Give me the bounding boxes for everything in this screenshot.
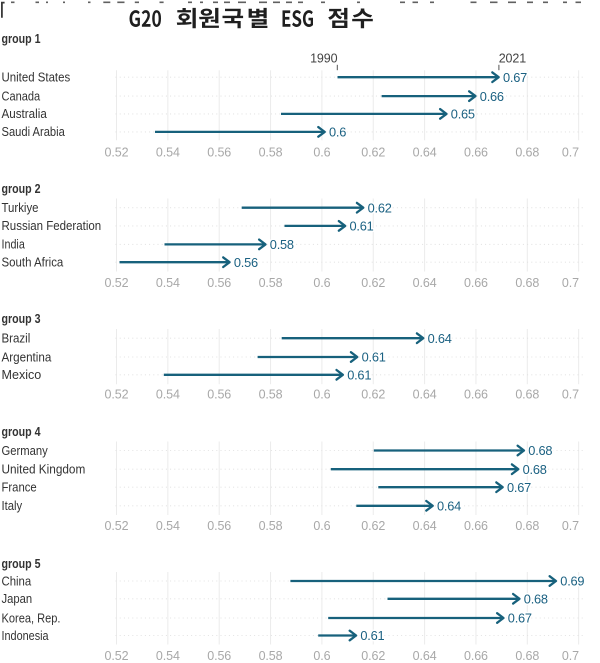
svg-text:0.7: 0.7 xyxy=(562,276,579,290)
svg-text:0.62: 0.62 xyxy=(361,649,385,663)
svg-text:Japan: Japan xyxy=(2,591,33,606)
svg-text:2021: 2021 xyxy=(499,52,527,66)
svg-text:0.61: 0.61 xyxy=(362,350,386,365)
svg-text:0.56: 0.56 xyxy=(207,388,231,402)
svg-text:0.56: 0.56 xyxy=(207,649,231,663)
svg-text:group 1: group 1 xyxy=(2,32,41,46)
svg-text:China: China xyxy=(2,573,32,588)
svg-text:0.67: 0.67 xyxy=(508,611,532,626)
svg-text:0.68: 0.68 xyxy=(524,592,548,607)
svg-text:0.6: 0.6 xyxy=(329,125,346,140)
svg-text:0.6: 0.6 xyxy=(313,276,330,290)
svg-text:0.54: 0.54 xyxy=(156,649,180,663)
svg-text:0.6: 0.6 xyxy=(313,146,330,160)
svg-text:0.62: 0.62 xyxy=(361,146,385,160)
svg-text:0.56: 0.56 xyxy=(207,146,231,160)
svg-text:0.54: 0.54 xyxy=(156,519,180,533)
svg-text:Turkiye: Turkiye xyxy=(2,200,39,215)
svg-text:0.7: 0.7 xyxy=(562,388,579,402)
svg-text:0.64: 0.64 xyxy=(413,388,437,402)
svg-text:0.6: 0.6 xyxy=(313,519,330,533)
svg-text:0.52: 0.52 xyxy=(105,146,129,160)
svg-text:0.67: 0.67 xyxy=(507,480,531,495)
svg-text:0.66: 0.66 xyxy=(464,388,488,402)
svg-text:0.64: 0.64 xyxy=(437,499,461,514)
svg-text:0.56: 0.56 xyxy=(207,519,231,533)
svg-text:0.64: 0.64 xyxy=(428,331,452,346)
svg-text:Saudi Arabia: Saudi Arabia xyxy=(2,124,66,139)
svg-text:0.54: 0.54 xyxy=(156,276,180,290)
svg-text:0.62: 0.62 xyxy=(361,519,385,533)
svg-text:Russian Federation: Russian Federation xyxy=(2,218,102,233)
svg-text:0.64: 0.64 xyxy=(413,519,437,533)
svg-text:0.68: 0.68 xyxy=(515,388,539,402)
svg-text:group 5: group 5 xyxy=(2,557,41,571)
svg-text:France: France xyxy=(2,480,37,495)
svg-text:Canada: Canada xyxy=(2,88,41,103)
svg-text:0.68: 0.68 xyxy=(515,649,539,663)
svg-text:group 2: group 2 xyxy=(2,182,41,196)
svg-text:Argentina: Argentina xyxy=(2,349,52,364)
svg-text:0.54: 0.54 xyxy=(156,388,180,402)
svg-text:0.58: 0.58 xyxy=(259,649,283,663)
svg-text:0.64: 0.64 xyxy=(413,649,437,663)
svg-text:0.58: 0.58 xyxy=(259,388,283,402)
svg-text:South Africa: South Africa xyxy=(2,255,64,270)
svg-text:India: India xyxy=(2,237,26,252)
svg-text:0.68: 0.68 xyxy=(523,462,547,477)
svg-text:0.58: 0.58 xyxy=(270,237,294,252)
svg-text:0.61: 0.61 xyxy=(350,219,374,234)
svg-text:0.68: 0.68 xyxy=(515,146,539,160)
svg-text:0.52: 0.52 xyxy=(105,388,129,402)
svg-text:United Kingdom: United Kingdom xyxy=(2,462,86,477)
svg-text:0.68: 0.68 xyxy=(528,443,552,458)
svg-text:Italy: Italy xyxy=(2,498,23,513)
svg-text:Germany: Germany xyxy=(2,443,49,458)
svg-text:0.66: 0.66 xyxy=(480,89,504,104)
svg-text:0.52: 0.52 xyxy=(105,276,129,290)
svg-text:0.56: 0.56 xyxy=(207,276,231,290)
svg-text:Indonesia: Indonesia xyxy=(2,628,50,643)
svg-text:Korea, Rep.: Korea, Rep. xyxy=(2,610,61,625)
svg-text:0.66: 0.66 xyxy=(464,146,488,160)
svg-text:0.7: 0.7 xyxy=(562,146,579,160)
svg-text:1990: 1990 xyxy=(310,52,338,66)
svg-text:0.52: 0.52 xyxy=(105,649,129,663)
svg-text:0.58: 0.58 xyxy=(259,519,283,533)
svg-text:0.62: 0.62 xyxy=(361,388,385,402)
svg-text:0.7: 0.7 xyxy=(562,649,579,663)
svg-text:0.52: 0.52 xyxy=(105,519,129,533)
svg-text:0.66: 0.66 xyxy=(464,649,488,663)
svg-text:0.65: 0.65 xyxy=(451,107,475,122)
svg-text:0.62: 0.62 xyxy=(361,276,385,290)
svg-text:group 3: group 3 xyxy=(2,312,41,326)
svg-text:0.69: 0.69 xyxy=(560,574,584,589)
svg-text:0.62: 0.62 xyxy=(368,200,392,215)
svg-text:0.67: 0.67 xyxy=(503,70,527,85)
svg-text:United States: United States xyxy=(2,70,71,85)
svg-text:0.58: 0.58 xyxy=(259,146,283,160)
svg-text:Australia: Australia xyxy=(2,106,48,121)
svg-text:0.54: 0.54 xyxy=(156,146,180,160)
svg-text:0.7: 0.7 xyxy=(562,519,579,533)
svg-text:0.61: 0.61 xyxy=(347,368,371,383)
svg-text:0.6: 0.6 xyxy=(313,649,330,663)
svg-text:Mexico: Mexico xyxy=(2,367,42,382)
svg-text:0.66: 0.66 xyxy=(464,519,488,533)
svg-text:0.66: 0.66 xyxy=(464,276,488,290)
svg-text:Brazil: Brazil xyxy=(2,331,31,346)
svg-text:0.68: 0.68 xyxy=(515,276,539,290)
svg-text:0.64: 0.64 xyxy=(413,146,437,160)
svg-text:0.68: 0.68 xyxy=(515,519,539,533)
svg-text:0.6: 0.6 xyxy=(313,388,330,402)
svg-text:0.56: 0.56 xyxy=(234,255,258,270)
svg-text:group 4: group 4 xyxy=(2,425,41,439)
svg-text:0.61: 0.61 xyxy=(360,628,384,643)
svg-text:0.64: 0.64 xyxy=(413,276,437,290)
svg-text:0.58: 0.58 xyxy=(259,276,283,290)
